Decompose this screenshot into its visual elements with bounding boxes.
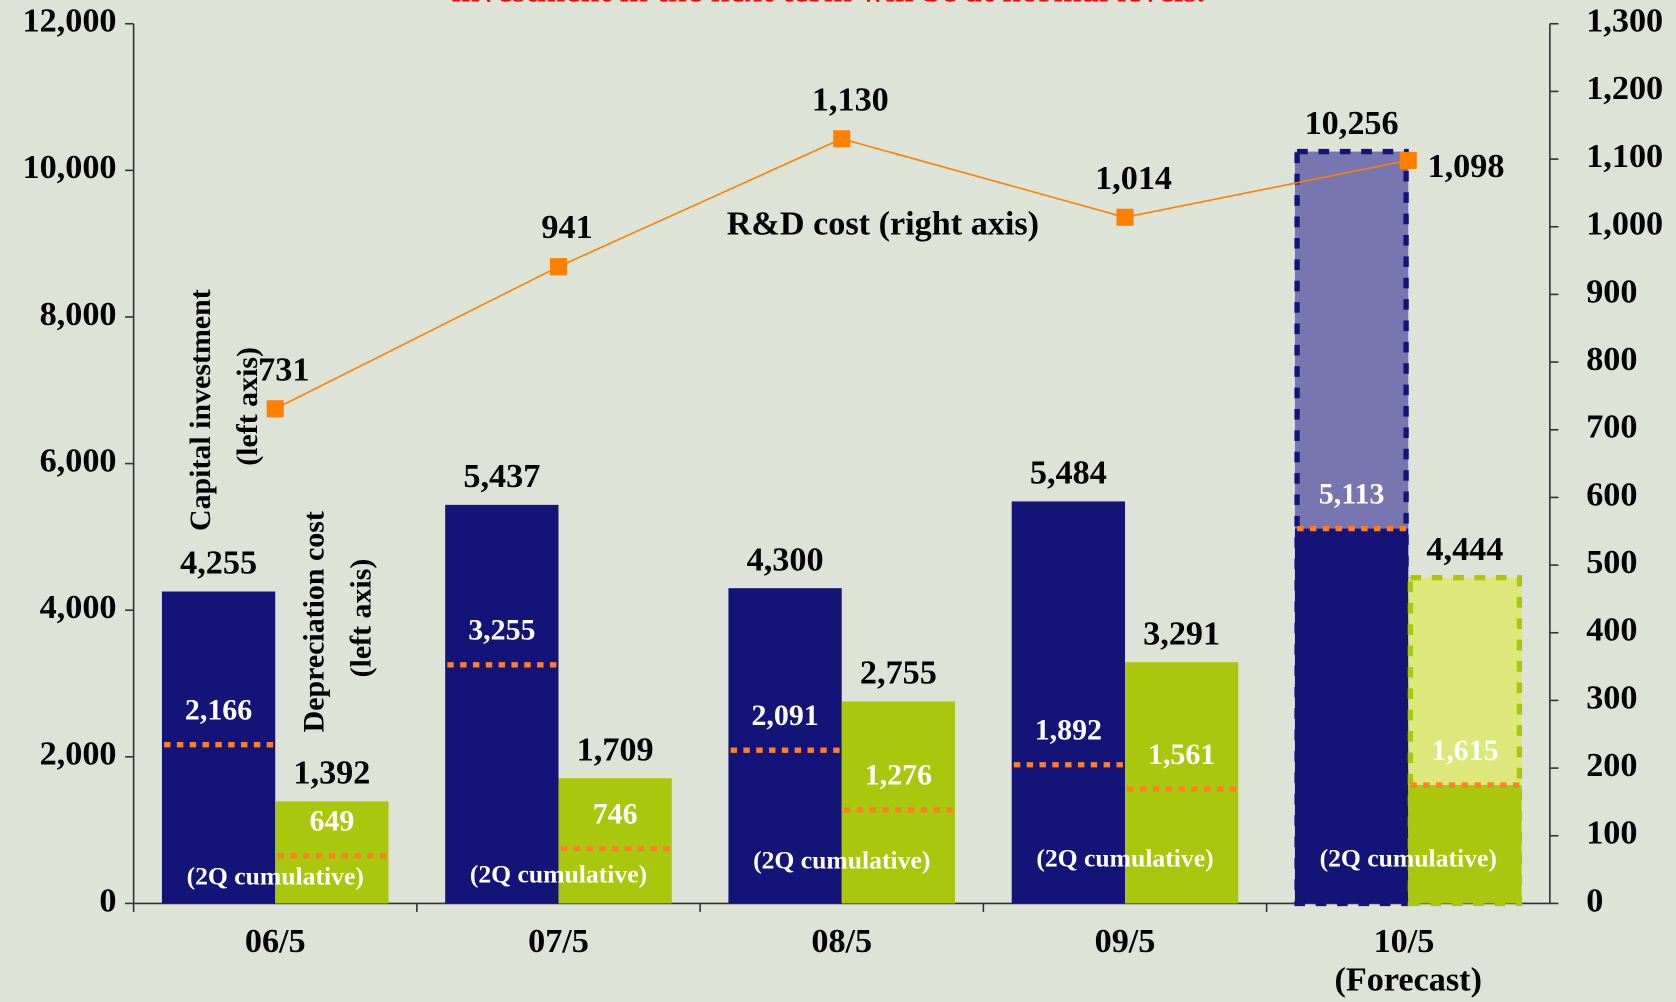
point — [266, 400, 284, 418]
value-label: 941 — [541, 209, 592, 246]
value-label: 4,300 — [747, 541, 824, 578]
point — [549, 258, 568, 276]
cumulative-label: 2,091 — [751, 699, 818, 732]
forecast-bar-actual — [1294, 528, 1409, 904]
cumulative-note: (2Q cumulative) — [1320, 844, 1497, 873]
x-tick-label: 10/5 (Forecast) — [1335, 923, 1482, 998]
y-tick-label: 12,000 — [22, 3, 116, 40]
y-tick-label: 10,000 — [22, 149, 116, 186]
y2-tick-label: 200 — [1586, 747, 1637, 784]
value-label: 1,392 — [293, 755, 370, 792]
cumulative-label: 649 — [309, 805, 354, 838]
cumulative-note: (2Q cumulative) — [470, 860, 647, 889]
value-label: 3,291 — [1143, 615, 1220, 652]
value-label: 1,014 — [1095, 160, 1172, 197]
cumulative-note: (2Q cumulative) — [753, 846, 930, 875]
y2-tick-label: 1,300 — [1586, 3, 1663, 40]
line — [274, 137, 1409, 410]
cumulative-label: 1,892 — [1035, 714, 1102, 747]
y-tick-label: 2,000 — [40, 736, 117, 773]
y2-tick-label: 1,000 — [1586, 206, 1663, 243]
value-label: 2,755 — [860, 655, 937, 692]
y2-tick-label: 300 — [1586, 679, 1637, 716]
bar — [841, 701, 956, 904]
value-label: 5,437 — [463, 458, 540, 495]
value-label: 10,256 — [1305, 105, 1399, 142]
bar — [1124, 662, 1239, 904]
value-label: 1,130 — [812, 81, 889, 118]
y2-tick-label: 500 — [1586, 544, 1637, 581]
x-tick-label: 07/5 — [528, 923, 589, 960]
legend-label: R&D cost (right axis) — [727, 206, 1039, 243]
cumulative-label: 3,255 — [468, 614, 535, 647]
y2-tick-label: 1,200 — [1586, 70, 1663, 107]
legend-label: Depreciation cost (left axis) — [297, 504, 377, 733]
y2-tick-label: 900 — [1586, 273, 1637, 310]
y-tick-label: 0 — [99, 882, 116, 919]
bar — [558, 778, 672, 904]
y-tick-label: 8,000 — [40, 296, 117, 333]
x-tick-label: 08/5 — [811, 923, 872, 960]
y-tick-label: 4,000 — [40, 589, 117, 626]
y2-tick-label: 1,100 — [1586, 138, 1663, 175]
legend-label: Capital investment (left axis) — [184, 282, 264, 531]
value-label: 731 — [258, 351, 309, 388]
chart-title: investment in the next term will be at n… — [451, 0, 1205, 10]
bar — [445, 504, 559, 904]
cumulative-label: 2,166 — [185, 693, 252, 726]
cumulative-label: 1,276 — [865, 759, 932, 792]
cumulative-label: 746 — [593, 798, 638, 831]
x-tick-label: 06/5 — [245, 923, 306, 960]
legend: Capital investment (left axis) — [184, 282, 264, 531]
cumulative-label: 1,561 — [1148, 738, 1215, 771]
cumulative-note: (2Q cumulative) — [187, 862, 364, 891]
legend: Depreciation cost (left axis) — [297, 504, 377, 733]
x-tick-label: 09/5 — [1095, 923, 1156, 960]
cumulative-note: (2Q cumulative) — [1036, 844, 1213, 873]
y2-tick-label: 800 — [1586, 341, 1637, 378]
y-tick-label: 6,000 — [40, 442, 117, 479]
y2-tick-label: 100 — [1586, 815, 1637, 852]
forecast-bar-actual — [1408, 785, 1522, 904]
cumulative-label: 1,615 — [1431, 734, 1498, 767]
point — [1116, 208, 1134, 226]
bar — [1011, 501, 1125, 904]
value-label: 4,444 — [1426, 531, 1503, 568]
y2-tick-label: 400 — [1586, 612, 1637, 649]
bar — [161, 591, 276, 904]
point — [1399, 151, 1417, 169]
y2-tick-label: 700 — [1586, 409, 1637, 446]
point — [833, 130, 851, 148]
y2-tick-label: 600 — [1586, 476, 1637, 513]
y2-tick-label: 0 — [1586, 882, 1603, 919]
bar — [275, 801, 389, 904]
forecast-outline — [1407, 574, 1523, 907]
bar — [728, 588, 842, 904]
value-label: 1,098 — [1427, 148, 1504, 185]
value-label: 5,484 — [1030, 455, 1107, 492]
cumulative-label: 5,113 — [1319, 477, 1385, 510]
value-label: 4,255 — [180, 545, 257, 582]
value-label: 1,709 — [577, 731, 654, 768]
